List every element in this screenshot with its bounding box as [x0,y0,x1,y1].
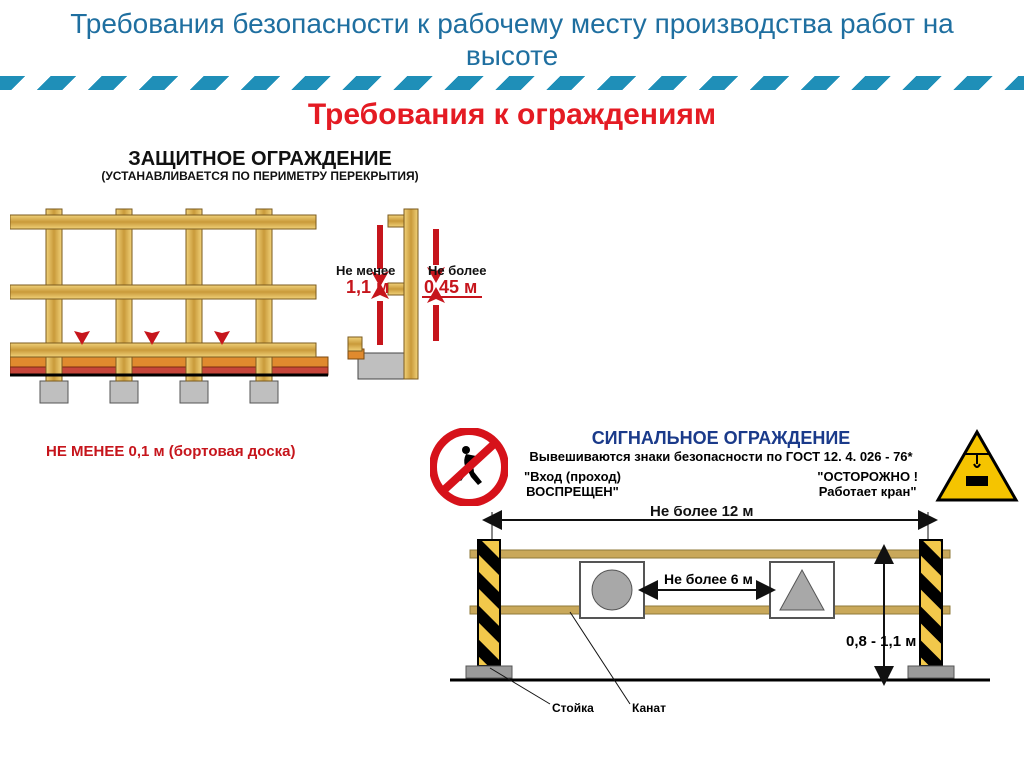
signal-fence-diagram: СИГНАЛЬНОЕ ОГРАЖДЕНИЕ Вывешиваются знаки… [430,428,1020,741]
dim-0-45m-value: 0,45 м [424,277,477,297]
dim-0-45m: Не более 0,45 м [422,229,486,341]
dim-1-1m-value: 1,1 м [346,277,389,297]
prohibit-caption: "Вход (проход)ВОСПРЕЩЕН" [524,469,621,500]
signal-fence-svg: Не более 12 м Не более 6 м 0,8 - 1 [430,506,1010,736]
prohibition-sign-icon [430,428,508,506]
rope-callout: Канат [632,701,666,715]
fence-perspective [10,209,328,403]
protective-subheading: (УСТАНАВЛИВАЕТСЯ ПО ПЕРИМЕТРУ ПЕРЕКРЫТИЯ… [10,169,510,183]
subtitle: Требования к ограждениям [0,98,1024,132]
protective-heading: ЗАЩИТНОЕ ОГРАЖДЕНИЕ [10,148,510,171]
signal-heading: СИГНАЛЬНОЕ ОГРАЖДЕНИЕ [514,428,928,449]
signal-subheading: Вывешиваются знаки безопасности по ГОСТ … [514,449,928,465]
page-title: Требования безопасности к рабочему месту… [40,8,984,72]
crane-warning-sign-icon [934,428,1020,506]
span6-label: Не более 6 м [664,571,753,587]
fence-section: Не менее 1,1 м Не более 0,45 м [336,209,486,379]
post-callout: Стойка [552,701,594,715]
dim-0-45m-label: Не более [428,263,486,278]
span12-label: Не более 12 м [650,506,754,520]
height-label: 0,8 - 1,1 м [846,633,916,650]
toeboard-arrows [74,307,230,345]
header-stripe [0,76,1024,90]
dim-1-1m-label: Не менее [336,263,395,278]
crane-caption: "ОСТОРОЖНО !Работает кран" [817,469,918,500]
dim-1-1m: Не менее 1,1 м [336,225,395,345]
protective-fence-diagram: ЗАЩИТНОЕ ОГРАЖДЕНИЕ (УСТАНАВЛИВАЕТСЯ ПО … [10,148,510,460]
